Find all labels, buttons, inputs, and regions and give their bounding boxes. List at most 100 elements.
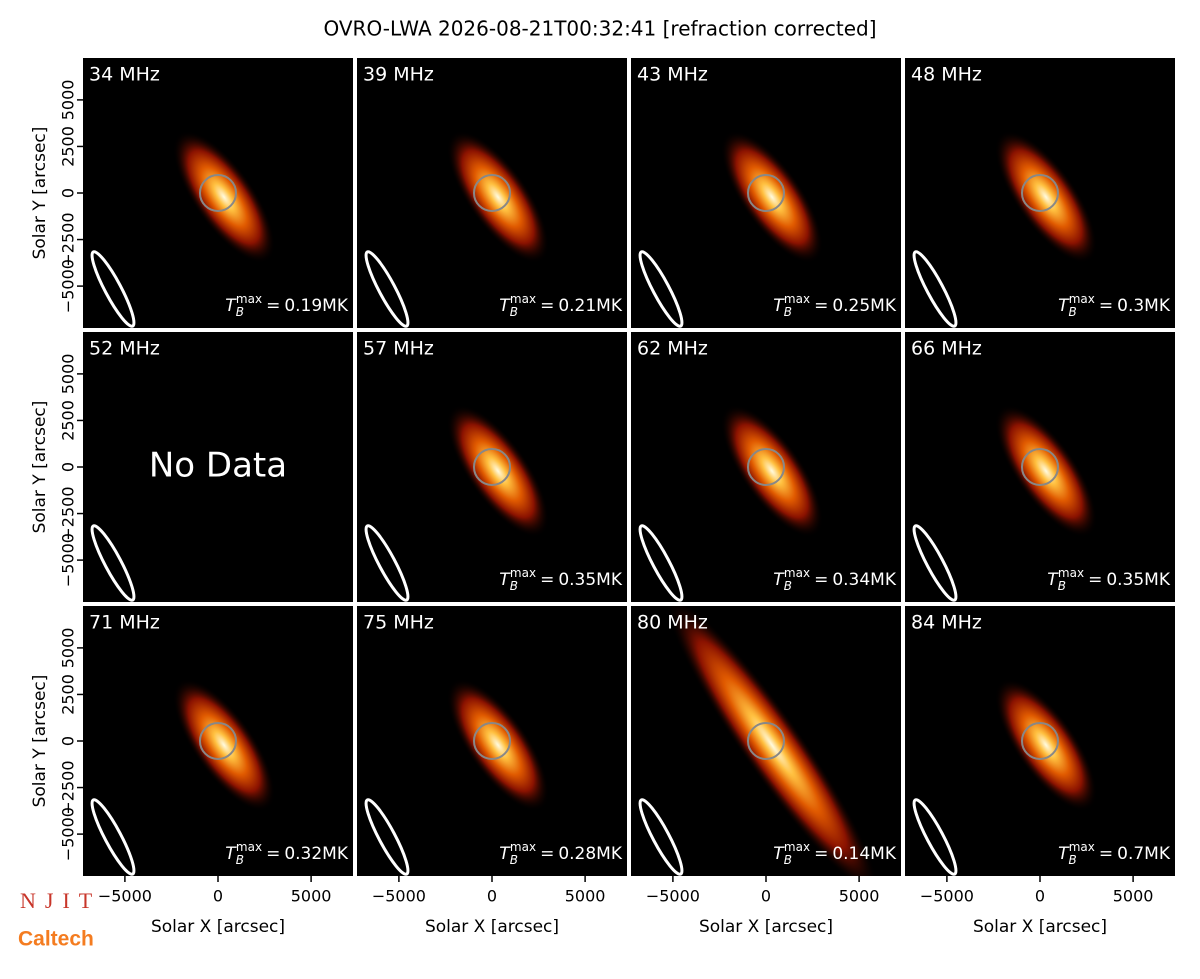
tb-sup: max [510, 292, 536, 306]
panel-label: 57 MHz [363, 338, 434, 360]
y-tick-label: −5000 [59, 807, 78, 861]
panel-label: 75 MHz [363, 612, 434, 634]
beam [912, 524, 958, 602]
panel: TBmax = 0.34MK [638, 404, 897, 602]
beam [364, 524, 410, 602]
panel-bg [83, 332, 353, 602]
x-tick-label: 5000 [839, 887, 880, 906]
beam [90, 524, 136, 602]
solar-disk [199, 722, 237, 760]
solar-disk [747, 174, 785, 212]
panel: TBmax = 0.35MK [364, 404, 623, 602]
panel-label: 62 MHz [637, 338, 708, 360]
tb-symbol: T [773, 844, 785, 864]
tb-sub: B [236, 853, 244, 867]
panel-label: 84 MHz [911, 612, 982, 634]
y-tick-label: −2500 [59, 212, 78, 266]
solar-disk [747, 722, 785, 760]
tb-sub: B [1069, 305, 1077, 319]
panel-label: 52 MHz [89, 338, 160, 360]
x-tick-label: 0 [1035, 887, 1045, 906]
beam [912, 798, 958, 876]
y-tick-label: −2500 [59, 760, 78, 814]
tb-equals: = [1088, 570, 1102, 590]
solar-disk [1021, 448, 1059, 486]
tb-value: 0.25MK [832, 296, 897, 316]
tb-max-label: TBmax = 0.14MK [773, 840, 897, 867]
x-axis-label: Solar X [arcsec] [151, 917, 285, 937]
tb-max-label: TBmax = 0.28MK [499, 840, 623, 867]
emission [446, 130, 550, 264]
tb-max-label: TBmax = 0.19MK [225, 292, 349, 319]
tb-value: 0.28MK [558, 844, 623, 864]
x-tick-label: −5000 [646, 887, 700, 906]
tb-value: 0.21MK [558, 296, 623, 316]
solar-disk [473, 722, 511, 760]
tb-sub: B [1069, 853, 1077, 867]
tb-max-label: TBmax = 0.32MK [225, 840, 349, 867]
tb-value: 0.32MK [284, 844, 349, 864]
panel: TBmax = 0.35MK [912, 404, 1171, 602]
panel: TBmax = 0.32MK [90, 678, 349, 876]
panel-label: 43 MHz [637, 64, 708, 86]
tb-symbol: T [773, 570, 785, 590]
panel: TBmax = 0.21MK [364, 130, 623, 328]
tb-equals: = [266, 844, 280, 864]
tb-symbol: T [1058, 844, 1070, 864]
tb-sup: max [510, 840, 536, 854]
tb-symbol: T [1047, 570, 1059, 590]
tb-sup: max [784, 566, 810, 580]
emission [666, 606, 878, 876]
beam [638, 524, 684, 602]
tb-equals: = [540, 570, 554, 590]
solar-disk [1021, 722, 1059, 760]
y-tick-label: 5000 [59, 628, 78, 669]
tb-max-label: TBmax = 0.7MK [1058, 840, 1171, 867]
tb-value: 0.35MK [558, 570, 623, 590]
njit-logo: NJIT [20, 888, 101, 913]
panel: TBmax = 0.14MK [638, 606, 897, 876]
solar-disk [473, 448, 511, 486]
emission [172, 678, 276, 812]
beam [90, 250, 136, 328]
tb-equals: = [814, 570, 828, 590]
x-tick-label: 5000 [565, 887, 606, 906]
tb-sub: B [784, 305, 792, 319]
y-axis-label: Solar Y [arcsec] [30, 127, 50, 260]
x-tick-label: 0 [213, 887, 223, 906]
panel: TBmax = 0.7MK [912, 678, 1171, 876]
tb-sub: B [236, 305, 244, 319]
emission [994, 404, 1098, 538]
tb-sub: B [1058, 579, 1066, 593]
tb-sub: B [784, 853, 792, 867]
tb-sub: B [784, 579, 792, 593]
beam [638, 798, 684, 876]
tb-sup: max [1069, 292, 1095, 306]
tb-equals: = [540, 296, 554, 316]
panel-label: 66 MHz [911, 338, 982, 360]
y-axis-label: Solar Y [arcsec] [30, 401, 50, 534]
tb-max-label: TBmax = 0.25MK [773, 292, 897, 319]
tb-max-label: TBmax = 0.35MK [499, 566, 623, 593]
panel: TBmax = 0.19MK [90, 130, 349, 328]
no-data: No Data [149, 446, 287, 486]
y-tick-label: 0 [59, 736, 78, 746]
emission [720, 130, 824, 264]
tb-sup: max [1069, 840, 1095, 854]
tb-sup: max [236, 840, 262, 854]
tb-value: 0.3MK [1117, 296, 1171, 316]
solar-disk [473, 174, 511, 212]
panel: TBmax = 0.25MK [638, 130, 897, 328]
tb-sup: max [1058, 566, 1084, 580]
x-axis-label: Solar X [arcsec] [425, 917, 559, 937]
solar-disk [1021, 174, 1059, 212]
beam [364, 250, 410, 328]
y-tick-label: −5000 [59, 259, 78, 313]
y-tick-label: 5000 [59, 80, 78, 121]
x-tick-label: −5000 [98, 887, 152, 906]
emission [172, 130, 276, 264]
beam [90, 798, 136, 876]
panel-label: 39 MHz [363, 64, 434, 86]
panel-label: 80 MHz [637, 612, 708, 634]
